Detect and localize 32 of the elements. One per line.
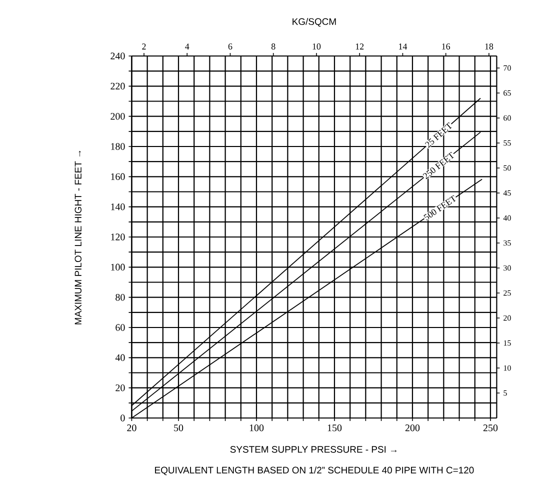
- y-tick-label: 220: [110, 82, 125, 90]
- x2-tick-label: 10: [312, 43, 321, 50]
- x-tick-label: 100: [250, 424, 264, 432]
- x-tick-label: 50: [174, 424, 184, 432]
- y-tick-label: 240: [110, 52, 125, 60]
- x-tick-label: 150: [328, 424, 342, 432]
- x2-tick-label: 16: [442, 43, 450, 50]
- y-tick-label: 40: [115, 354, 125, 362]
- y-tick-label: 80: [116, 294, 125, 301]
- x2-tick-label: 14: [399, 44, 408, 50]
- y-tick-label: 180: [111, 143, 125, 150]
- y-tick-label: 160: [111, 173, 125, 180]
- x2-tick-label: 4: [185, 44, 190, 50]
- x-tick-label: 200: [405, 424, 420, 432]
- x2-tick-label: 18: [485, 43, 494, 50]
- x2-tick-label: 6: [228, 43, 232, 50]
- x2-tick-label: 8: [271, 43, 276, 50]
- y-tick-label: 100: [111, 264, 125, 271]
- x2-tick-label: 2: [142, 44, 146, 50]
- y-tick-label: 140: [111, 203, 125, 210]
- y-tick-label: 120: [111, 234, 125, 240]
- y-tick-label: 200: [110, 112, 125, 120]
- y-tick-label: 20: [116, 384, 125, 392]
- y-tick-label: 60: [116, 324, 125, 331]
- x-axis-title: SYSTEM SUPPLY PRESSURE - PSI →: [230, 446, 397, 453]
- x-tick-label: 20: [127, 424, 136, 432]
- y-axis-title: MAXIMUM PILOT LINE HIGHT - FEET →: [74, 150, 82, 324]
- x2-axis-title: KG/SQCM: [292, 18, 336, 27]
- x2-tick-label: 12: [356, 44, 364, 50]
- text: EQUIVALENT LENGTH BASED ON 1/2” SCHEDULE 40 PIPE WITH C=120: [155, 466, 474, 476]
- y-tick-label: 0: [120, 414, 125, 422]
- x-tick-label: 250: [483, 424, 498, 432]
